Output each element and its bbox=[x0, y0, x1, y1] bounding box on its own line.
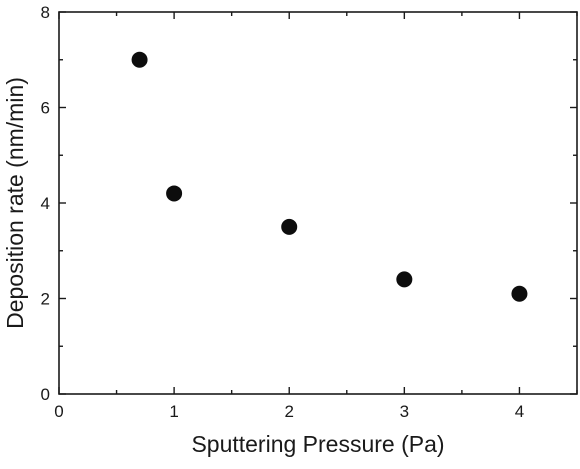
data-point bbox=[131, 51, 148, 68]
y-tick-label: 0 bbox=[41, 385, 50, 404]
tick-labels: 0 1 2 3 4 0 2 4 6 8 bbox=[41, 3, 525, 421]
x-axis-label: Sputtering Pressure (Pa) bbox=[191, 431, 444, 457]
x-tick-label: 2 bbox=[284, 402, 293, 421]
x-tick-label: 1 bbox=[169, 402, 178, 421]
data-point bbox=[396, 271, 413, 288]
y-tick-label: 8 bbox=[41, 3, 50, 22]
tick-marks bbox=[58, 11, 578, 395]
y-tick-label: 2 bbox=[41, 290, 50, 309]
data-point bbox=[166, 185, 183, 202]
plot-frame bbox=[58, 11, 578, 395]
data-point bbox=[281, 218, 298, 235]
x-tick-label: 3 bbox=[400, 402, 409, 421]
x-tick-label: 0 bbox=[54, 402, 63, 421]
y-axis-label: Deposition rate (nm/min) bbox=[2, 77, 28, 329]
y-tick-label: 6 bbox=[41, 99, 50, 118]
data-point bbox=[511, 285, 528, 302]
x-tick-label: 4 bbox=[515, 402, 524, 421]
y-tick-label: 4 bbox=[41, 194, 50, 213]
data-points bbox=[131, 51, 528, 302]
